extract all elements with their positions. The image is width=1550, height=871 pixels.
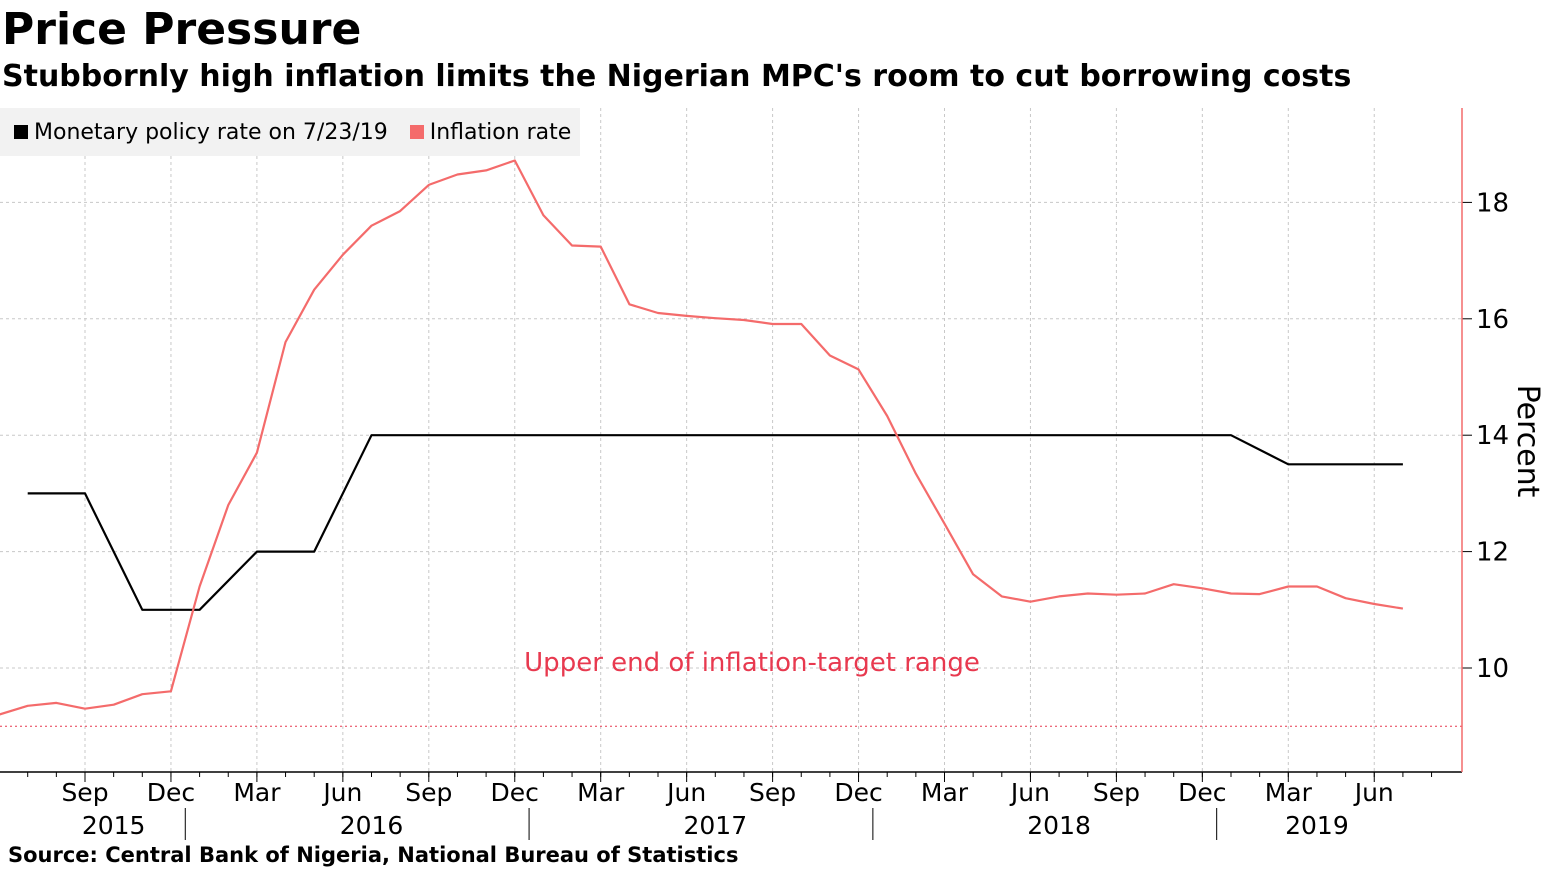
- x-tick-label: Dec: [491, 778, 539, 807]
- y-tick-label: 10: [1476, 654, 1509, 684]
- x-tick-label: Dec: [834, 778, 882, 807]
- x-tick-label: Jun: [665, 778, 706, 807]
- source-note: Source: Central Bank of Nigeria, Nationa…: [8, 843, 739, 867]
- legend-swatch-inflation: [409, 125, 424, 139]
- year-label: 2015: [82, 811, 146, 840]
- y-tick-label: 14: [1476, 421, 1509, 451]
- x-tick-label: Sep: [405, 778, 452, 807]
- year-label: 2019: [1285, 811, 1349, 840]
- year-label: 2016: [340, 811, 404, 840]
- mpr-line: [27, 434, 1403, 611]
- axis-layer: 10 12 14 16 18 Sep Dec Mar Jun Sep Dec Mar Jun Sep Dec…: [0, 108, 1545, 840]
- y-tick-label: 12: [1476, 538, 1509, 568]
- chart-title: Price Pressure: [2, 4, 362, 55]
- year-label: 2017: [683, 811, 747, 840]
- y-axis-title: Percent: [1510, 385, 1545, 498]
- series-layer: [0, 159, 1404, 716]
- chart-subtitle: Stubbornly high inflation limits the Nig…: [2, 59, 1352, 94]
- x-tick-label: Jun: [321, 778, 362, 807]
- x-tick-label: Mar: [1265, 778, 1313, 807]
- grid-layer: [0, 108, 1462, 772]
- target-layer: Upper end of inflation-target range: [0, 648, 1462, 727]
- legend-item-mpr: Monetary policy rate on 7/23/19: [14, 120, 388, 145]
- x-tick-label: Sep: [1093, 778, 1140, 807]
- legend-item-inflation: Inflation rate: [409, 119, 572, 145]
- y-tick-label: 16: [1476, 305, 1509, 335]
- y-tick-label: 18: [1476, 188, 1509, 218]
- legend: Monetary policy rate on 7/23/19 Inflatio…: [0, 108, 580, 156]
- target-annotation: Upper end of inflation-target range: [524, 648, 980, 678]
- year-label: 2018: [1027, 811, 1091, 840]
- x-tick-label: Mar: [577, 778, 625, 807]
- x-tick-label: Dec: [147, 778, 195, 807]
- x-tick-label: Mar: [921, 778, 969, 807]
- x-tick-label: Sep: [749, 778, 796, 807]
- legend-label-mpr: Monetary policy rate on 7/23/19: [34, 119, 388, 145]
- x-tick-label: Dec: [1178, 778, 1226, 807]
- legend-swatch-mpr: [14, 125, 28, 139]
- legend-label-inflation: Inflation rate: [429, 119, 572, 145]
- x-tick-label: Mar: [233, 778, 281, 807]
- x-tick-label: Jun: [1009, 778, 1050, 807]
- x-tick-label: Sep: [61, 778, 108, 807]
- inflation-line: [0, 159, 1404, 716]
- x-tick-label: Jun: [1353, 778, 1394, 807]
